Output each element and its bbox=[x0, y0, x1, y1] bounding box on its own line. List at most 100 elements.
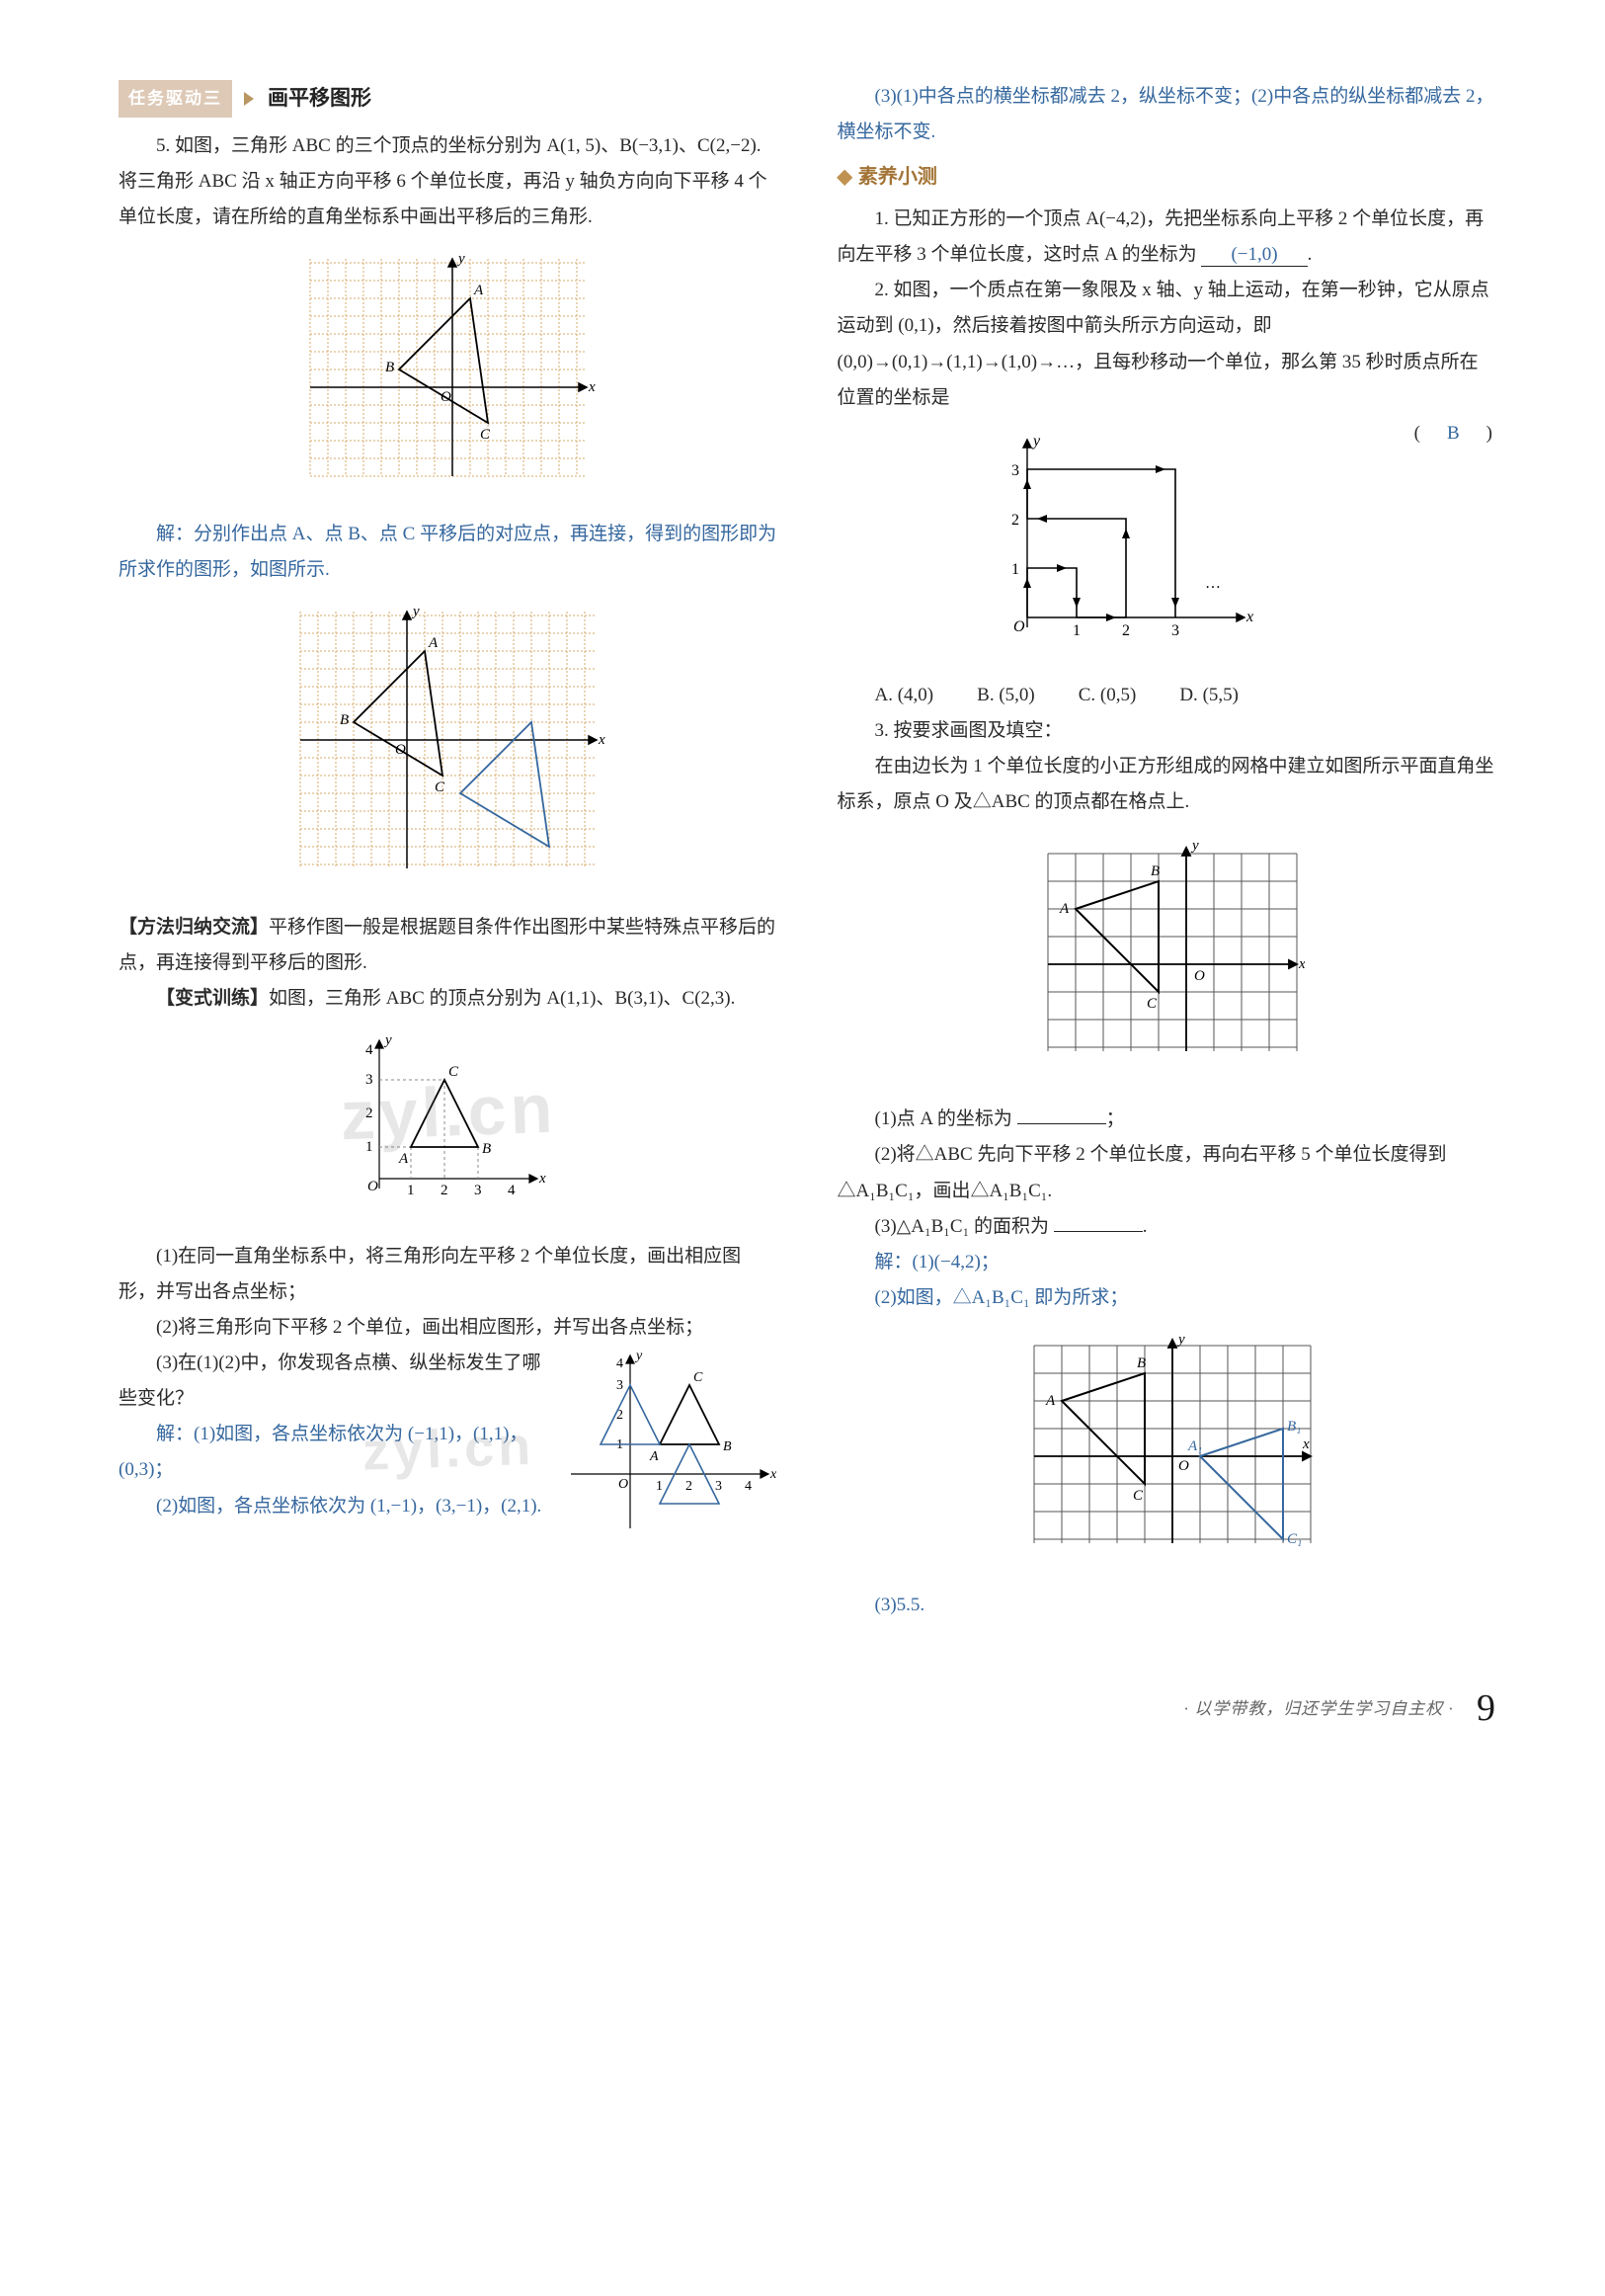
svg-text:O: O bbox=[1178, 1458, 1189, 1474]
q3-ans3: (3)5.5. bbox=[838, 1588, 1497, 1623]
q3-sub2: (2)将△ABC 先向下平移 2 个单位长度，再向右平移 5 个单位长度得到△A… bbox=[838, 1137, 1497, 1208]
task-header: 任务驱动三 画平移图形 bbox=[119, 79, 778, 119]
q3-sub1: (1)点 A 的坐标为 ； bbox=[838, 1102, 1497, 1137]
footer-motto: · 以学带教，归还学生学习自主权 · bbox=[1184, 1699, 1454, 1718]
svg-text:C: C bbox=[1147, 996, 1158, 1012]
svg-text:C: C bbox=[435, 779, 445, 795]
svg-text:x: x bbox=[598, 732, 605, 748]
svg-text:C: C bbox=[693, 1370, 703, 1385]
svg-text:A: A bbox=[398, 1151, 409, 1167]
svg-text:C₁: C₁ bbox=[1287, 1531, 1302, 1547]
svg-text:2: 2 bbox=[365, 1106, 373, 1121]
q3-text: 在由边长为 1 个单位长度的小正方形组成的网格中建立如图所示平面直角坐标系，原点… bbox=[838, 749, 1497, 820]
fig5-solution-caption: 解：分别作出点 A、点 B、点 C 平移后的对应点，再连接，得到的图形即为所求作… bbox=[119, 517, 778, 588]
q3-sub1-blank bbox=[1017, 1106, 1106, 1124]
svg-text:C: C bbox=[1133, 1488, 1144, 1504]
svg-text:3: 3 bbox=[474, 1183, 482, 1198]
svg-text:C: C bbox=[448, 1064, 459, 1080]
svg-text:x: x bbox=[1298, 956, 1305, 972]
q3-sub1-tail: ； bbox=[1106, 1108, 1125, 1129]
svg-text:…: … bbox=[1205, 575, 1221, 592]
q3-sub3-tail: . bbox=[1143, 1216, 1148, 1237]
svg-text:2: 2 bbox=[1122, 622, 1130, 639]
q5-text: 5. 如图，三角形 ABC 的三个顶点的坐标分别为 A(1, 5)、B(−3,1… bbox=[119, 128, 778, 235]
svg-text:y: y bbox=[456, 251, 465, 267]
svg-text:A: A bbox=[649, 1449, 659, 1464]
page-number: 9 bbox=[1477, 1687, 1496, 1729]
opt-c: C. (0,5) bbox=[1079, 678, 1137, 713]
svg-text:A: A bbox=[473, 283, 484, 298]
task-marker-icon bbox=[244, 92, 254, 106]
task-title: 画平移图形 bbox=[268, 79, 371, 119]
q1-text: 1. 已知正方形的一个顶点 A(−4,2)，先把坐标系向上平移 2 个单位长度，… bbox=[838, 202, 1497, 273]
q2-options: A. (4,0) B. (5,0) C. (0,5) D. (5,5) bbox=[875, 678, 1497, 713]
variant-ans2: (2)如图，各点坐标依次为 (1,−1)，(3,−1)，(2,1). bbox=[119, 1489, 549, 1524]
fig-variant: O x y 1 2 3 4 1 2 3 4 A B C bbox=[119, 1030, 778, 1221]
fig-q5-solution: x y O A B C bbox=[119, 602, 778, 891]
page-footer: · 以学带教，归还学生学习自主权 · 9 bbox=[119, 1673, 1496, 1744]
svg-text:y: y bbox=[383, 1032, 392, 1048]
q3-ans2: (2)如图，△A₁B₁C₁ 即为所求； bbox=[838, 1280, 1497, 1316]
svg-text:3: 3 bbox=[616, 1378, 623, 1393]
svg-text:A₁: A₁ bbox=[1187, 1438, 1202, 1454]
fig-variant-solution: O x y 1234 1234 A B C bbox=[561, 1346, 778, 1533]
fig-q2: O x y 123 123 … bbox=[838, 430, 1497, 660]
svg-text:y: y bbox=[1031, 433, 1041, 450]
svg-text:B: B bbox=[1151, 863, 1160, 879]
svg-text:B₁: B₁ bbox=[1287, 1419, 1301, 1435]
q2-text: 2. 如图，一个质点在第一象限及 x 轴、y 轴上运动，在第一秒钟，它从原点运动… bbox=[838, 273, 1497, 415]
svg-text:2: 2 bbox=[441, 1183, 448, 1198]
svg-text:x: x bbox=[588, 379, 596, 395]
q2-answer-letter: B bbox=[1447, 423, 1464, 444]
svg-text:4: 4 bbox=[508, 1183, 516, 1198]
svg-text:B: B bbox=[482, 1141, 491, 1157]
svg-text:1: 1 bbox=[365, 1139, 373, 1155]
svg-text:A: A bbox=[1045, 1393, 1056, 1409]
svg-text:1: 1 bbox=[407, 1183, 415, 1198]
q1-tail: . bbox=[1308, 244, 1313, 265]
opt-a: A. (4,0) bbox=[875, 678, 934, 713]
svg-text:x: x bbox=[769, 1467, 777, 1482]
variant-sub3: (3)在(1)(2)中，你发现各点横、纵坐标发生了哪些变化？ bbox=[119, 1346, 549, 1417]
task-badge: 任务驱动三 bbox=[119, 80, 232, 118]
svg-text:4: 4 bbox=[745, 1479, 752, 1494]
q3-sub3-blank bbox=[1054, 1213, 1143, 1232]
svg-text:x: x bbox=[538, 1171, 546, 1187]
svg-text:x: x bbox=[1245, 609, 1253, 625]
q3-sub3: (3)△A₁B₁C₁ 的面积为 . bbox=[838, 1209, 1497, 1245]
fig-q5-original: x y O A B C bbox=[119, 249, 778, 499]
section-heading-text: 素养小测 bbox=[858, 166, 937, 188]
right-column: (3)(1)中各点的横坐标都减去 2，纵坐标不变；(2)中各点的纵坐标都减去 2… bbox=[838, 79, 1497, 1623]
diamond-icon: ◆ bbox=[838, 166, 852, 188]
variant-text: 如图，三角形 ABC 的顶点分别为 A(1,1)、B(3,1)、C(2,3). bbox=[269, 988, 735, 1009]
left-column: 任务驱动三 画平移图形 5. 如图，三角形 ABC 的三个顶点的坐标分别为 A(… bbox=[119, 79, 778, 1623]
svg-text:1: 1 bbox=[656, 1479, 663, 1494]
variant-sub1: (1)在同一直角坐标系中，将三角形向左平移 2 个单位长度，画出相应图形，并写出… bbox=[119, 1239, 778, 1310]
fig-q3: O x y A B C bbox=[838, 834, 1497, 1084]
svg-text:A: A bbox=[428, 635, 439, 651]
opt-d: D. (5,5) bbox=[1179, 678, 1239, 713]
svg-text:2: 2 bbox=[685, 1479, 692, 1494]
q3-sub1-pre: (1)点 A 的坐标为 bbox=[875, 1108, 1012, 1129]
grid-lines bbox=[310, 259, 587, 476]
q1-body: 1. 已知正方形的一个顶点 A(−4,2)，先把坐标系向上平移 2 个单位长度，… bbox=[838, 208, 1485, 265]
q3-sub3-pre: (3)△A₁B₁C₁ 的面积为 bbox=[875, 1216, 1049, 1237]
svg-text:B: B bbox=[340, 712, 349, 728]
variant-ans1: 解：(1)如图，各点坐标依次为 (−1,1)，(1,1)，(0,3)； bbox=[119, 1417, 549, 1488]
q3-ans1: 解：(1)(−4,2)； bbox=[838, 1245, 1497, 1280]
svg-text:O: O bbox=[618, 1477, 628, 1492]
fig-q3-solution: O x y A B C A₁ B₁ C₁ bbox=[838, 1330, 1497, 1570]
svg-text:y: y bbox=[411, 604, 420, 619]
svg-text:A: A bbox=[1059, 901, 1070, 917]
cont-answer-3: (3)(1)中各点的横坐标都减去 2，纵坐标不变；(2)中各点的纵坐标都减去 2… bbox=[838, 79, 1497, 150]
svg-text:O: O bbox=[1194, 968, 1205, 984]
svg-text:B: B bbox=[1137, 1355, 1146, 1371]
svg-text:y: y bbox=[1176, 1332, 1185, 1348]
svg-text:O: O bbox=[367, 1179, 378, 1194]
svg-text:4: 4 bbox=[365, 1042, 373, 1058]
variant-sub2: (2)将三角形向下平移 2 个单位，画出相应图形，并写出各点坐标； bbox=[119, 1310, 778, 1346]
svg-text:y: y bbox=[1190, 838, 1199, 854]
svg-text:3: 3 bbox=[1011, 462, 1019, 479]
svg-text:3: 3 bbox=[715, 1479, 722, 1494]
svg-text:3: 3 bbox=[365, 1072, 373, 1088]
